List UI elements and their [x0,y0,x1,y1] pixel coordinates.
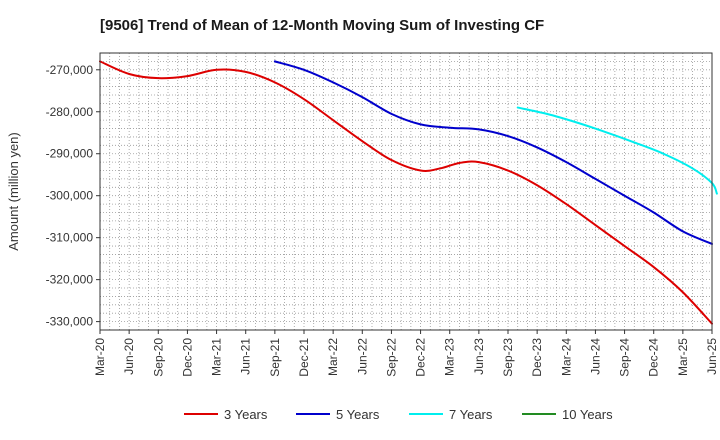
x-tick-label: Dec-22 [414,338,428,377]
legend-label-10-years: 10 Years [562,407,613,422]
series-line-5-years [273,60,713,245]
x-tick-label: Jun-21 [239,338,253,375]
y-tick-label: -310,000 [46,231,94,245]
x-tick-label: Mar-20 [93,338,107,376]
x-tick-label: Mar-25 [676,338,690,376]
y-tick-label: -330,000 [46,315,94,329]
y-axis-label: Amount (million yen) [6,132,21,251]
x-tick-label: Sep-22 [384,338,398,377]
x-tick-label: Mar-22 [326,338,340,376]
x-tick-label: Jun-20 [122,338,136,375]
x-tick-label: Sep-21 [268,338,282,377]
series-line-3-years [99,60,713,325]
x-tick-label: Jun-22 [355,338,369,375]
y-tick-label: -270,000 [46,63,94,77]
x-tick-label: Dec-24 [647,338,661,377]
legend-label-5-years: 5 Years [336,407,380,422]
plot-frame [99,52,713,331]
y-tick-label: -320,000 [46,273,94,287]
legend-label-3-years: 3 Years [224,407,268,422]
legend-label-7-years: 7 Years [449,407,493,422]
x-tick-label: Jun-25 [705,338,719,375]
x-tick-label: Sep-24 [618,338,632,377]
x-tick-label: Dec-21 [297,338,311,377]
grid [100,53,712,330]
x-tick-label: Jun-24 [588,338,602,375]
x-tick-label: Sep-23 [501,338,515,377]
x-tick-label: Sep-20 [151,338,165,377]
x-tick-label: Mar-21 [210,338,224,376]
ticks: -270,000 -280,000 -290,000 -300,000 -310,000… [46,63,719,377]
y-tick-label: -290,000 [46,147,94,161]
series-line-7-years [516,106,718,195]
x-tick-label: Mar-23 [443,338,457,376]
y-tick-label: -280,000 [46,105,94,119]
chart-title: [9506] Trend of Mean of 12-Month Moving … [100,17,544,34]
x-tick-label: Dec-20 [180,338,194,377]
y-tick-label: -300,000 [46,189,94,203]
series-layer [99,60,718,325]
legend: 3 Years 5 Years 7 Years 10 Years [184,407,613,422]
x-tick-label: Mar-24 [559,338,573,376]
x-tick-label: Jun-23 [472,338,486,375]
x-tick-label: Dec-23 [530,338,544,377]
